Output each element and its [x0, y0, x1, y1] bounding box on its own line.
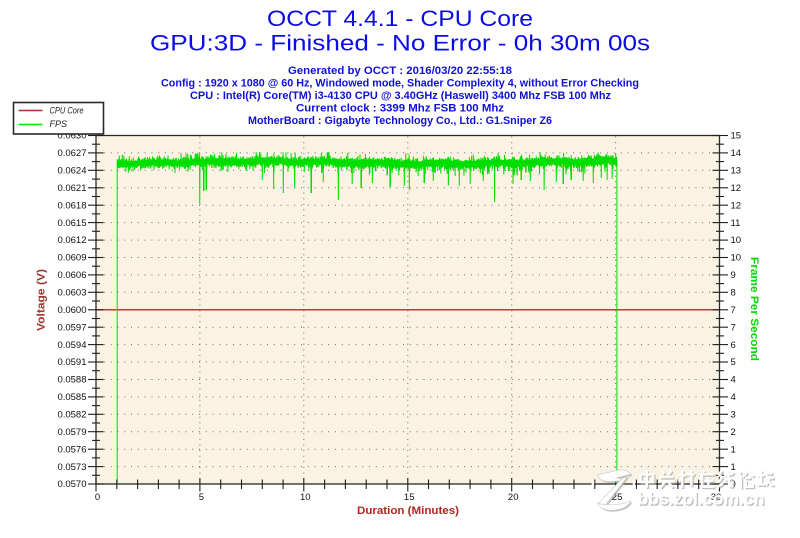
svg-text:9: 9: [731, 270, 736, 281]
svg-text:0: 0: [95, 492, 100, 503]
svg-text:5: 5: [199, 492, 204, 503]
svg-text:14: 14: [731, 148, 742, 159]
svg-text:0.0609: 0.0609: [57, 253, 86, 264]
svg-text:10: 10: [300, 492, 311, 503]
svg-text:0.0585: 0.0585: [57, 392, 86, 403]
svg-text:4: 4: [731, 375, 736, 386]
svg-text:11: 11: [731, 218, 741, 229]
svg-text:CPU : Intel(R) Core(TM) i3-413: CPU : Intel(R) Core(TM) i3-4130 CPU @ 3.…: [190, 90, 611, 102]
svg-text:8: 8: [731, 288, 736, 299]
svg-text:1: 1: [731, 462, 736, 473]
svg-text:0.0591: 0.0591: [57, 357, 86, 368]
svg-text:12: 12: [731, 200, 742, 211]
svg-text:0.0630: 0.0630: [57, 131, 86, 142]
svg-text:0.0573: 0.0573: [57, 462, 86, 473]
svg-text:Config : 1920 x 1080 @ 60 Hz,: Config : 1920 x 1080 @ 60 Hz, Windowed m…: [161, 78, 639, 90]
svg-text:5: 5: [731, 357, 736, 368]
svg-text:FPS: FPS: [50, 119, 68, 130]
svg-text:30: 30: [711, 492, 722, 503]
svg-text:bbs.zol.com.cn: bbs.zol.com.cn: [638, 489, 765, 509]
svg-text:GPU:3D - Finished - No Error -: GPU:3D - Finished - No Error - 0h 30m 00…: [150, 31, 650, 56]
svg-text:0.0618: 0.0618: [57, 200, 86, 211]
svg-text:Frame Per Second: Frame Per Second: [748, 257, 760, 361]
svg-text:2: 2: [731, 427, 736, 438]
svg-text:7: 7: [731, 305, 736, 316]
svg-text:0.0582: 0.0582: [57, 410, 86, 421]
svg-text:10: 10: [731, 235, 742, 246]
svg-text:bbs.zol.com.cn: bbs.zol.com.cn: [639, 490, 766, 510]
svg-text:0.0603: 0.0603: [57, 288, 86, 299]
svg-text:CPU Core: CPU Core: [50, 106, 84, 117]
svg-text:0.0615: 0.0615: [57, 218, 86, 229]
svg-text:0.0594: 0.0594: [57, 340, 86, 351]
svg-text:15: 15: [731, 131, 742, 142]
svg-text:Voltage (V): Voltage (V): [36, 269, 48, 331]
svg-text:20: 20: [508, 492, 519, 503]
svg-text:6: 6: [731, 340, 736, 351]
svg-text:0.0579: 0.0579: [57, 427, 86, 438]
svg-text:7: 7: [731, 322, 736, 333]
svg-text:MotherBoard : Gigabyte Technol: MotherBoard : Gigabyte Technology Co., L…: [248, 115, 552, 127]
svg-text:3: 3: [731, 410, 736, 421]
svg-text:15: 15: [404, 492, 415, 503]
svg-text:0.0612: 0.0612: [57, 235, 86, 246]
svg-text:0.0570: 0.0570: [57, 479, 86, 490]
svg-text:13: 13: [731, 166, 742, 177]
svg-text:Duration (Minutes): Duration (Minutes): [357, 505, 459, 517]
svg-text:0.0621: 0.0621: [57, 183, 86, 194]
svg-text:0.0627: 0.0627: [57, 148, 86, 159]
svg-text:0.0600: 0.0600: [57, 305, 86, 316]
svg-text:OCCT 4.4.1 - CPU Core: OCCT 4.4.1 - CPU Core: [267, 6, 533, 31]
svg-text:0.0588: 0.0588: [57, 375, 86, 386]
svg-text:0.0624: 0.0624: [57, 166, 86, 177]
svg-text:0.0597: 0.0597: [57, 322, 86, 333]
svg-text:4: 4: [731, 392, 736, 403]
svg-text:0.0576: 0.0576: [57, 444, 86, 455]
svg-text:0.0606: 0.0606: [57, 270, 86, 281]
svg-text:12: 12: [731, 183, 742, 194]
svg-text:25: 25: [612, 492, 623, 503]
svg-text:Current clock : 3399 Mhz FSB 1: Current clock : 3399 Mhz FSB 100 Mhz: [296, 103, 505, 115]
svg-text:Generated by OCCT : 2016/03/20: Generated by OCCT : 2016/03/20 22:55:18: [288, 65, 512, 77]
svg-text:10: 10: [731, 253, 742, 264]
svg-text:1: 1: [731, 444, 736, 455]
